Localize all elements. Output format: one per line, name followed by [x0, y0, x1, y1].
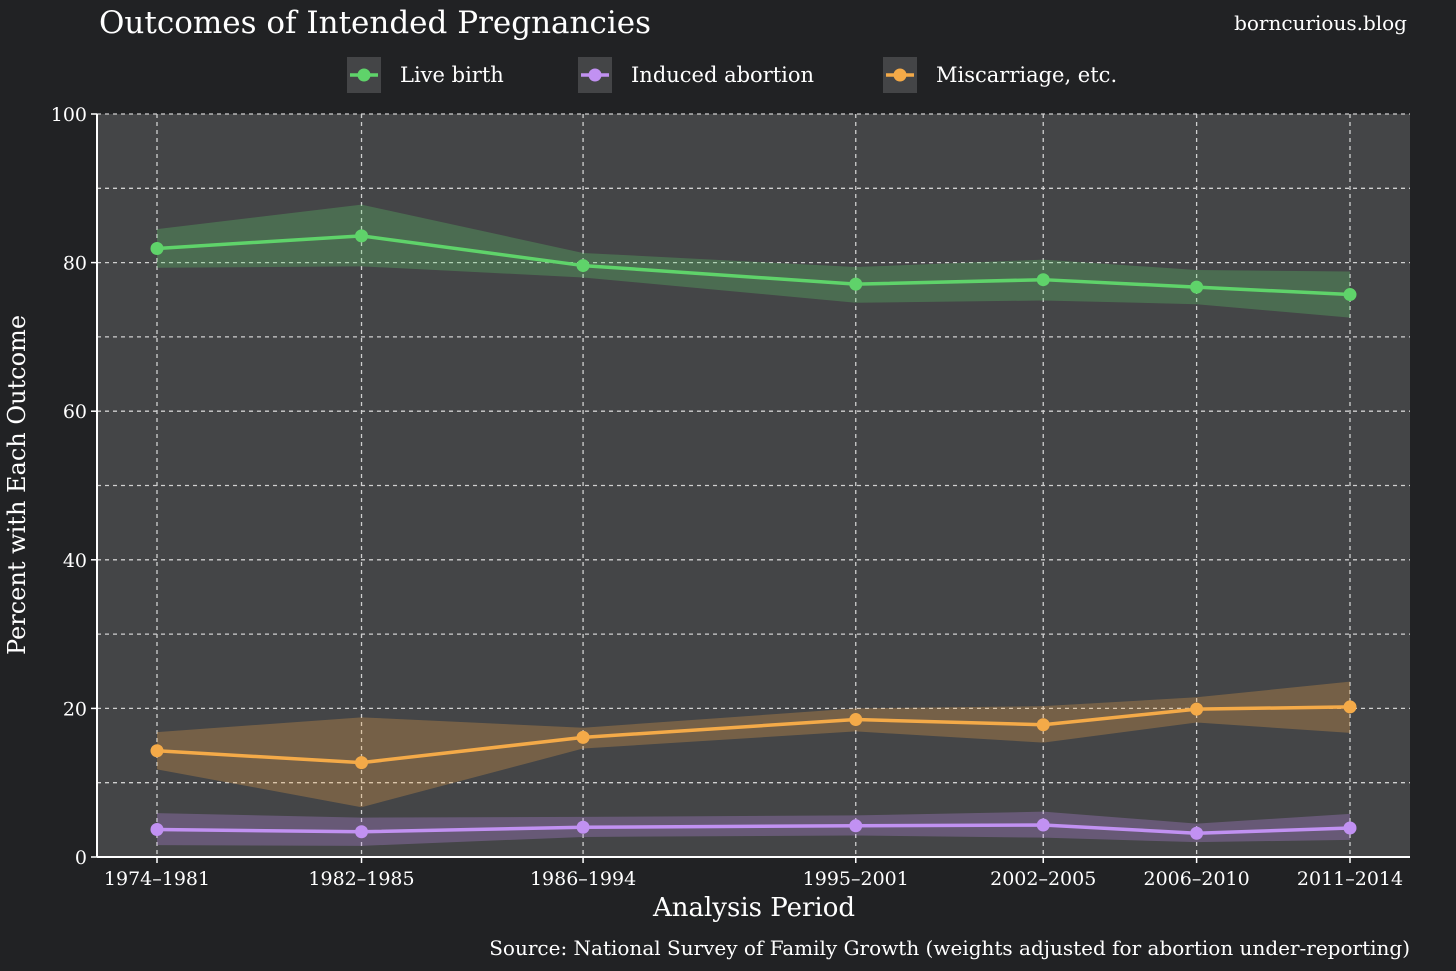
x-tick-label: 2002–2005: [990, 868, 1096, 890]
data-point: [1343, 700, 1357, 714]
data-point: [1036, 273, 1050, 287]
data-point: [150, 823, 164, 837]
axes: [96, 114, 1410, 858]
data-point: [1036, 718, 1050, 732]
data-point: [1343, 821, 1357, 835]
data-point: [576, 730, 590, 744]
data-point: [355, 229, 369, 243]
x-tick-label: 2011–2014: [1297, 868, 1403, 890]
data-point: [355, 756, 369, 770]
x-tick-label: 1995–2001: [803, 868, 909, 890]
y-tick-label: 100: [51, 104, 87, 126]
x-tick-label: 1986–1994: [530, 868, 636, 890]
legend-key-point: [357, 68, 371, 82]
legend-label: Miscarriage, etc.: [936, 63, 1117, 87]
data-point: [1190, 702, 1204, 716]
y-tick-label: 60: [63, 401, 87, 423]
confidence-band: [157, 811, 1350, 846]
series-points: [150, 229, 1357, 840]
legend: Live birth Induced abortion Miscarriage, e…: [347, 57, 1117, 93]
data-point: [1036, 818, 1050, 832]
watermark: borncurious.blog: [1234, 11, 1407, 35]
legend-key-point: [893, 68, 907, 82]
y-tick-label: 40: [63, 550, 87, 572]
x-tick-label: 1974–1981: [104, 868, 210, 890]
source-note: Source: National Survey of Family Growth…: [489, 936, 1410, 960]
x-tick-labels: 1974–1981 1982–1985 1986–1994 1995–2001 2002…: [104, 857, 1403, 890]
legend-key-point: [588, 68, 602, 82]
x-axis-label: Analysis Period: [652, 893, 855, 923]
chart-title: Outcomes of Intended Pregnancies: [99, 5, 651, 41]
data-point: [150, 744, 164, 758]
data-point: [1190, 826, 1204, 840]
data-point: [849, 713, 863, 727]
y-tick-label: 80: [63, 253, 87, 275]
confidence-bands: [157, 204, 1350, 846]
data-point: [849, 819, 863, 833]
y-tick-label: 20: [63, 698, 87, 720]
y-axis-label: Percent with Each Outcome: [3, 315, 31, 655]
legend-label: Induced abortion: [631, 63, 814, 87]
data-point: [576, 259, 590, 273]
data-point: [1190, 280, 1204, 294]
data-point: [150, 241, 164, 255]
data-point: [355, 825, 369, 839]
confidence-band: [157, 204, 1350, 318]
y-tick-label: 0: [75, 847, 87, 869]
data-point: [576, 820, 590, 834]
x-tick-label: 2006–2010: [1144, 868, 1250, 890]
data-point: [1343, 288, 1357, 302]
x-tick-label: 1982–1985: [308, 868, 414, 890]
data-point: [849, 277, 863, 291]
y-tick-labels: 0 20 40 60 80 100: [51, 104, 97, 869]
confidence-band: [157, 681, 1350, 808]
legend-label: Live birth: [400, 63, 504, 87]
